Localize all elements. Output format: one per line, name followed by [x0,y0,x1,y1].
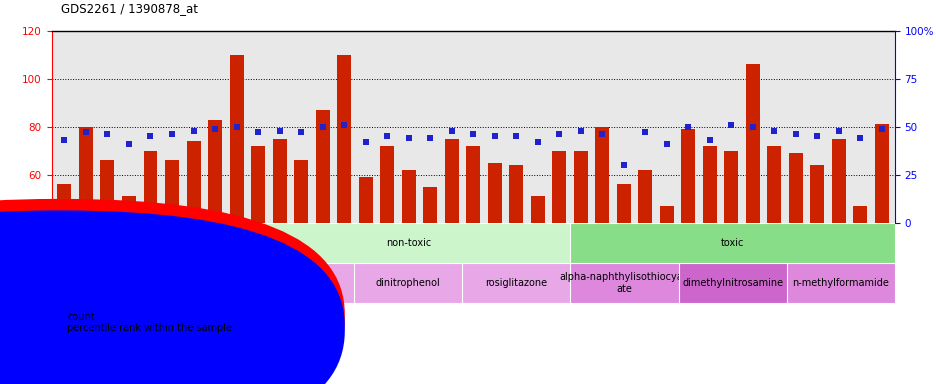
Point [165,131,180,137]
Bar [874,124,888,223]
Point [57,137,72,143]
Text: other: other [5,238,31,248]
Bar [810,165,824,223]
Point [293,129,308,136]
Bar [551,151,565,223]
Point [809,133,824,139]
Bar [251,146,265,223]
Bar [745,64,759,223]
Point [100,131,115,137]
Bar [294,161,308,223]
Text: non-toxic: non-toxic [386,238,431,248]
Bar [487,163,501,223]
Point [122,141,137,147]
Point [702,137,717,143]
Point [401,135,416,141]
Bar [659,206,673,223]
Bar [165,161,179,223]
Bar [143,151,157,223]
Point [573,127,588,134]
Bar [680,129,695,223]
Text: GDS2261 / 1390878_at: GDS2261 / 1390878_at [61,2,197,15]
Point [787,131,802,137]
Bar [186,141,200,223]
Bar [445,139,459,223]
Point [336,122,351,128]
Bar [466,146,479,223]
Text: count: count [67,312,95,322]
Text: rosiglitazone: rosiglitazone [485,278,547,288]
Text: dimethylnitrosamine: dimethylnitrosamine [681,278,782,288]
Text: agent: agent [4,278,32,288]
Bar [315,110,329,223]
Text: toxic: toxic [720,238,743,248]
Point [271,127,286,134]
Point [358,139,373,145]
Point [830,127,845,134]
Bar [272,139,286,223]
Bar [380,146,394,223]
Point [766,127,781,134]
Point [422,135,437,141]
Point [379,133,394,139]
Point [314,124,329,130]
Text: untreated: untreated [124,278,173,288]
Text: dinitrophenol: dinitrophenol [375,278,440,288]
Bar [100,161,114,223]
Bar [616,184,630,223]
Text: alpha-naphthylisothiocyan
ate: alpha-naphthylisothiocyan ate [559,272,689,294]
Text: n-methylformamide: n-methylformamide [792,278,888,288]
Text: control: control [132,238,166,248]
Point [616,162,631,168]
Bar [530,196,544,223]
Point [852,135,867,141]
Point [143,133,158,139]
Bar [573,151,587,223]
Point [873,126,888,132]
Point [637,129,652,136]
Bar [594,127,608,223]
Bar [788,153,802,223]
Point [594,131,609,137]
Point [530,139,545,145]
Point [508,133,523,139]
Bar [57,184,71,223]
Point [659,141,674,147]
Bar [702,146,716,223]
Bar [508,165,522,223]
Bar [208,119,222,223]
Bar [122,196,136,223]
Text: caerulein: caerulein [277,278,323,288]
Bar [724,151,738,223]
Bar [79,127,93,223]
Point [487,133,502,139]
Point [680,124,695,130]
Bar [229,55,243,223]
Point [207,126,222,132]
Bar [402,170,416,223]
Bar [358,177,373,223]
Point [79,129,94,136]
Point [228,124,243,130]
Text: percentile rank within the sample: percentile rank within the sample [67,323,232,333]
Point [551,131,566,137]
Point [444,127,459,134]
Point [465,131,480,137]
Bar [337,55,351,223]
Bar [831,139,845,223]
Point [250,129,265,136]
Point [744,124,759,130]
Bar [423,187,437,223]
Bar [637,170,651,223]
Bar [767,146,781,223]
Point [724,122,739,128]
Point [186,127,201,134]
Bar [853,206,867,223]
